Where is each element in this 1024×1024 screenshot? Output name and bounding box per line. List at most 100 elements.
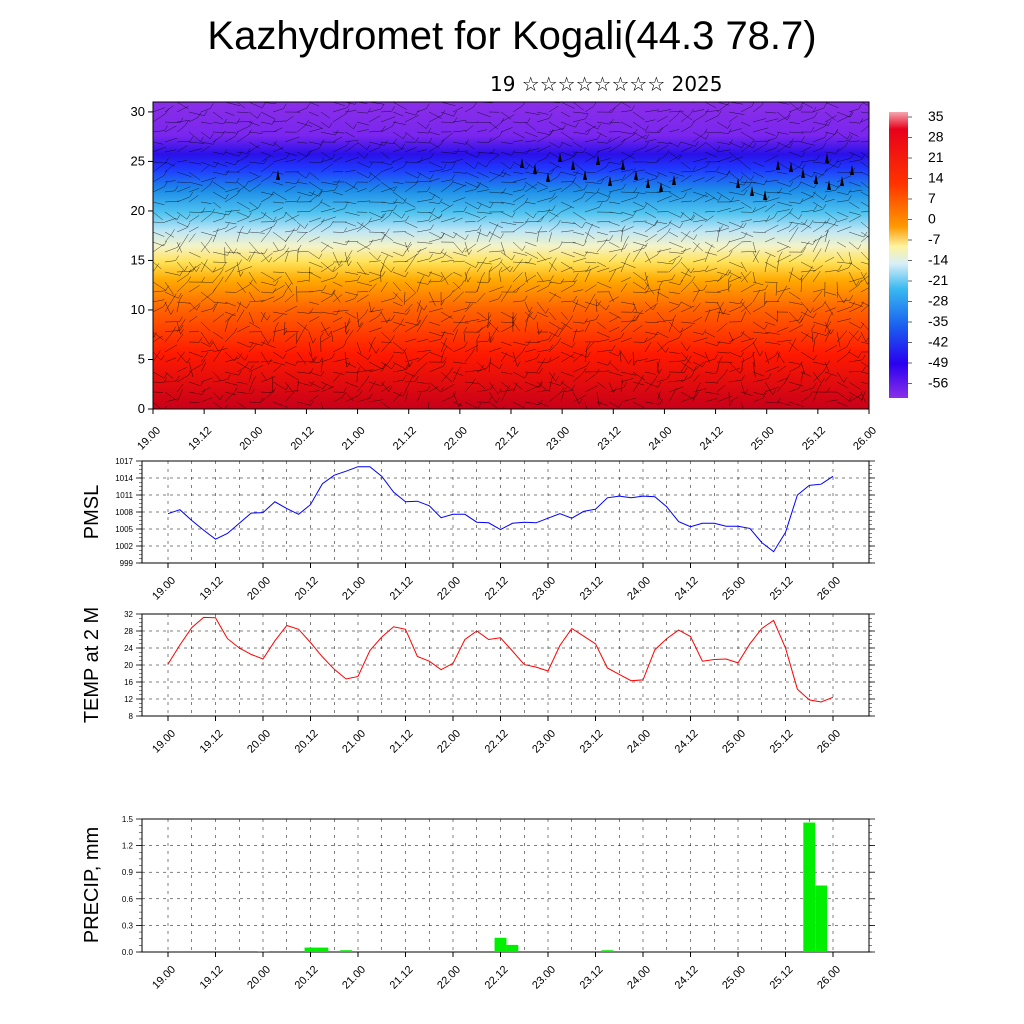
wind-barb-flag	[858, 103, 862, 110]
wind-pennant	[763, 190, 767, 200]
wind-barb-flag	[562, 124, 566, 131]
wind-barb	[176, 181, 189, 183]
wind-barb	[464, 303, 474, 313]
wind-barb-flag	[381, 380, 385, 387]
wind-barb	[740, 181, 757, 184]
wind-barb-flag	[226, 222, 230, 228]
wind-barb	[548, 211, 562, 223]
wind-barb	[392, 369, 407, 373]
wind-barb	[800, 224, 811, 233]
wind-barb	[704, 131, 718, 134]
wind-barb	[176, 221, 189, 228]
wind-barb	[776, 351, 780, 363]
wind-barb	[837, 102, 838, 103]
wind-barb	[620, 211, 634, 216]
wind-barb	[224, 121, 237, 124]
wind-barb	[692, 281, 701, 292]
wind-barb	[284, 136, 300, 143]
wind-barb-flag	[739, 298, 743, 305]
wind-barb-flag	[539, 399, 543, 406]
wind-barb	[248, 291, 256, 302]
wind-barb	[188, 195, 199, 203]
wind-barb	[860, 261, 869, 265]
wind-barb	[500, 151, 512, 156]
wind-barb-flag	[440, 276, 444, 282]
wind-barb	[572, 273, 579, 283]
wind-barb	[500, 324, 515, 333]
wind-barb	[153, 263, 160, 273]
wind-barb	[716, 191, 731, 201]
wind-barb	[512, 178, 527, 183]
wind-barb	[188, 391, 203, 395]
wind-barb-flag	[872, 228, 875, 233]
wind-barb	[776, 226, 790, 233]
wind-barb	[572, 181, 582, 189]
wind-barb-flag	[177, 242, 181, 248]
wind-barb	[764, 251, 776, 257]
p4-time-x-tick-label: 21.12	[388, 964, 416, 992]
wind-barb	[236, 301, 247, 309]
wind-barb	[824, 134, 836, 143]
wind-barb	[164, 298, 174, 313]
wind-barb	[668, 231, 679, 238]
wind-barb	[776, 290, 785, 303]
wind-barb	[704, 215, 714, 223]
wind-barb	[428, 351, 443, 358]
wind-barb	[693, 102, 694, 103]
wind-barb	[272, 276, 282, 283]
wind-barb	[788, 319, 800, 323]
wind-barb	[476, 201, 491, 209]
wind-barb-flag	[353, 182, 358, 188]
wind-barb	[320, 335, 332, 343]
wind-barb	[800, 370, 804, 383]
wind-barb	[656, 124, 669, 133]
wind-barb	[260, 252, 273, 263]
wind-barb	[308, 266, 311, 283]
wind-barb	[836, 251, 845, 262]
temp-ylabel: TEMP at 2 M	[81, 607, 103, 723]
wind-barb-flag	[306, 102, 311, 109]
wind-pennant	[801, 168, 805, 178]
wind-barb	[668, 337, 680, 343]
wind-barb-flag	[526, 148, 531, 154]
wind-barb	[368, 283, 377, 293]
wind-barb	[380, 151, 390, 160]
wind-barb	[188, 263, 202, 273]
wind-barb-flag	[268, 226, 273, 233]
wind-barb	[344, 121, 354, 130]
wind-barb	[284, 181, 297, 185]
wind-barb	[596, 166, 607, 173]
wind-barb-flag	[691, 215, 696, 221]
wind-barb-flag	[184, 120, 189, 126]
wind-barb	[680, 396, 696, 403]
wind-barb	[656, 171, 668, 177]
wind-barb	[788, 221, 805, 225]
wind-barb	[332, 208, 345, 213]
wind-barb-flag	[189, 191, 194, 198]
wind-barb-flag	[784, 378, 788, 384]
wind-barb	[404, 208, 416, 213]
wind-barb	[776, 327, 789, 333]
wind-barb-flag	[857, 335, 862, 341]
y-tick-label: 28	[124, 627, 133, 636]
wind-barb-flag	[557, 219, 561, 226]
wind-barb-flag	[605, 304, 610, 311]
wind-barb	[164, 180, 176, 183]
wind-barb	[716, 156, 733, 163]
heatmap-y-tick-label: 10	[131, 302, 145, 317]
wind-barb	[572, 197, 583, 203]
wind-barb-flag	[297, 244, 302, 251]
wind-barb-flag	[573, 295, 578, 302]
wind-barb	[176, 171, 192, 177]
wind-barb-flag	[336, 309, 340, 315]
wind-barb-flag	[870, 327, 873, 332]
wind-barb	[620, 277, 631, 283]
wind-barb	[356, 323, 364, 333]
wind-barb	[848, 131, 859, 137]
wind-barb	[692, 219, 707, 223]
wind-barb-flag	[451, 164, 455, 170]
heatmap-x-tick-label: 22.00	[442, 425, 470, 453]
wind-barb	[572, 301, 587, 309]
wind-barb-flag	[415, 376, 419, 382]
